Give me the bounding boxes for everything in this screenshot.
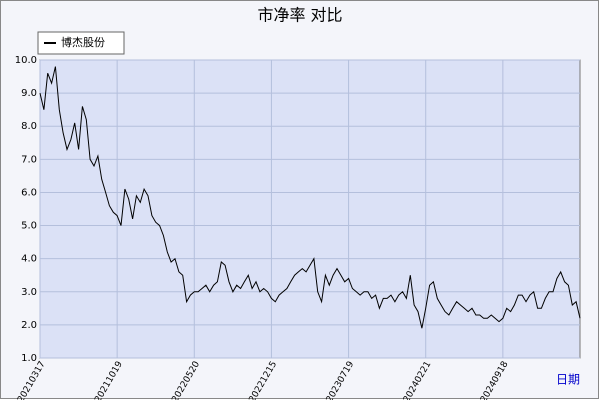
series-line xyxy=(39,66,581,329)
y-tick-label: 6.0 xyxy=(21,187,37,198)
y-tick-label: 3.0 xyxy=(21,287,37,298)
y-tick-label: 9.0 xyxy=(21,88,37,99)
y-tick-label: 8.0 xyxy=(21,121,37,132)
y-tick-label: 5.0 xyxy=(21,221,37,232)
plot-area xyxy=(39,59,581,359)
legend-label: 博杰股份 xyxy=(61,36,105,49)
y-tick-label: 1.0 xyxy=(21,353,37,364)
y-tick-label: 10.0 xyxy=(15,55,37,66)
y-tick-label: 4.0 xyxy=(21,254,37,265)
x-axis-label: 日期 xyxy=(556,373,580,387)
y-tick-label: 2.0 xyxy=(21,320,37,331)
legend xyxy=(37,31,125,55)
chart-title: 市净率 对比 xyxy=(257,6,342,25)
y-tick-label: 7.0 xyxy=(21,154,37,165)
